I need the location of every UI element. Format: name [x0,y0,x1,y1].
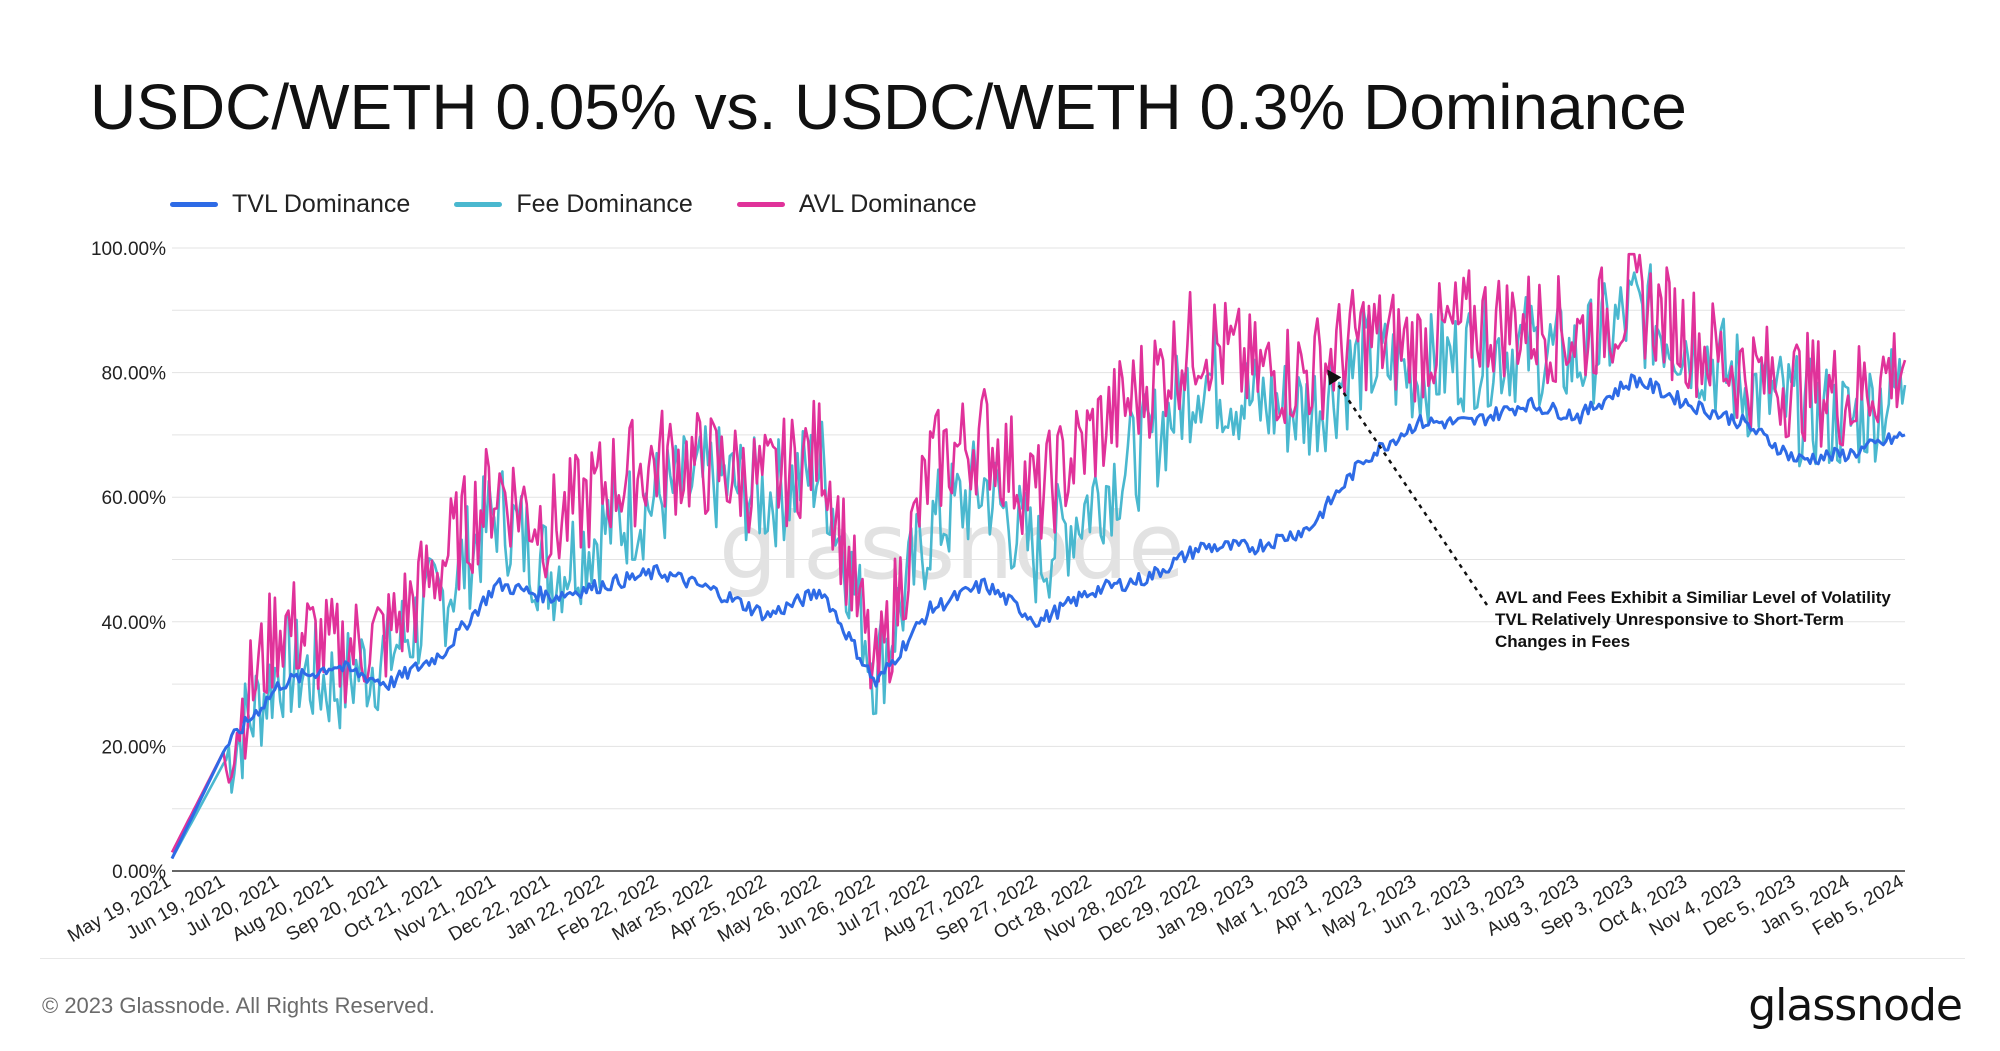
legend-item-fee[interactable]: Fee Dominance [454,190,693,219]
copyright-text: © 2023 Glassnode. All Rights Reserved. [42,993,435,1018]
chart-title: USDC/WETH 0.05% vs. USDC/WETH 0.3% Domin… [90,71,1687,143]
y-tick-label: 40.00% [102,613,167,634]
y-tick-label: 100.00% [91,239,166,260]
legend-label-fee: Fee Dominance [516,190,693,218]
legend-label-avl: AVL Dominance [798,190,977,218]
annotation-line-1: AVL and Fees Exhibit a Similiar Level of… [1495,588,1891,607]
legend-swatch-fee [454,202,503,207]
series-line-tvl [170,373,1906,860]
series-line-avl [170,252,1907,853]
annotation-line-3: Changes in Fees [1495,632,1631,651]
legend: TVL Dominance Fee Dominance AVL Dominanc… [170,190,977,219]
y-tick-label: 60.00% [102,488,167,509]
y-tick-label: 80.00% [102,364,167,385]
y-tick-label: 0.00% [112,862,166,883]
legend-swatch-tvl [170,202,218,207]
legend-item-tvl[interactable]: TVL Dominance [170,190,410,219]
y-tick-label: 20.00% [102,737,167,758]
legend-item-avl[interactable]: AVL Dominance [736,190,977,219]
annotation-line-2: TVL Relatively Unresponsive to Short-Ter… [1495,610,1844,629]
annotation-arrowhead [1327,369,1342,386]
legend-label-tvl: TVL Dominance [232,190,411,218]
legend-swatch-avl [736,202,785,207]
annotation-arrow [1332,376,1489,606]
footer-divider [40,958,1965,959]
annotation-text: AVL and Fees Exhibit a Similiar Level of… [1495,587,1891,653]
brand-logo: glassnode [1748,980,1963,1031]
